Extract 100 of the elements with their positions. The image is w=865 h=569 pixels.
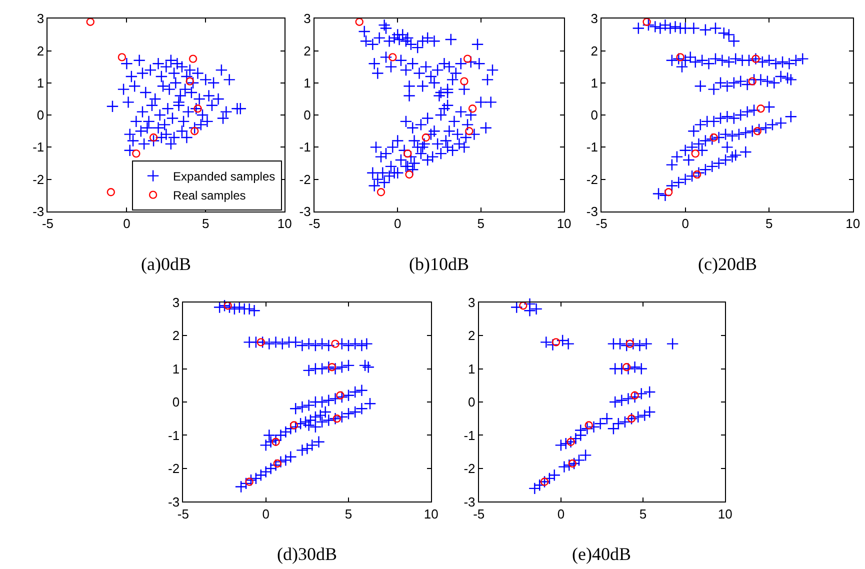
point [570, 432, 582, 445]
point [581, 422, 594, 435]
text: (b)10dB [409, 254, 469, 274]
point [405, 170, 414, 179]
point [468, 104, 477, 113]
x-tick-label: 0 [123, 216, 130, 232]
point [106, 188, 116, 196]
x-tick-label: 10 [556, 216, 572, 232]
x-tick-label: -5 [308, 216, 320, 232]
point [332, 414, 342, 423]
x-tick-label: 5 [477, 216, 484, 232]
text: (c)20dB [698, 254, 757, 274]
y-tick-label: -2 [586, 172, 598, 187]
point [552, 338, 560, 346]
point [608, 396, 622, 408]
point [404, 149, 412, 158]
point [627, 414, 636, 423]
x-tick-label: 5 [639, 506, 647, 522]
y-tick-label: 2 [590, 43, 598, 58]
point [630, 391, 639, 400]
point [224, 302, 232, 310]
point [290, 421, 298, 430]
y-tick-label: -1 [586, 140, 598, 155]
y-tick-label: 2 [172, 328, 180, 344]
point [622, 363, 631, 372]
point [584, 421, 593, 430]
point [273, 459, 282, 468]
point [560, 437, 572, 450]
point [618, 416, 632, 428]
point [753, 126, 762, 136]
point [331, 340, 340, 348]
point [422, 133, 430, 142]
y-tick-label: -3 [586, 204, 598, 219]
point [635, 387, 648, 400]
point [676, 53, 684, 62]
point [568, 459, 577, 468]
point [622, 392, 634, 405]
y-tick-label: 3 [172, 294, 180, 310]
point [376, 188, 386, 196]
point [635, 362, 648, 375]
point [628, 390, 641, 404]
point [572, 454, 586, 466]
y-tick-label: -1 [168, 428, 180, 443]
point [548, 468, 561, 482]
x-tick-label: -5 [473, 506, 485, 522]
point [132, 149, 140, 158]
point [594, 417, 607, 430]
point [643, 386, 656, 398]
y-tick-label: 0 [36, 108, 44, 123]
y-tick-label: -1 [299, 140, 311, 155]
point [510, 301, 523, 314]
point [748, 77, 756, 86]
y-tick-label: 1 [468, 361, 476, 376]
point [554, 439, 568, 452]
point [245, 478, 254, 486]
y-tick-label: 3 [36, 11, 44, 26]
y-tick-label: 1 [304, 75, 311, 90]
x-tick-label: 0 [262, 506, 270, 522]
point [620, 339, 633, 352]
y-tick-label: 2 [304, 43, 311, 58]
y-tick-label: 1 [590, 75, 598, 90]
x-tick-label: 10 [846, 216, 860, 232]
point [691, 149, 700, 158]
point [190, 126, 199, 136]
text: (d)30dB [277, 544, 337, 564]
y-tick-label: 0 [468, 394, 476, 410]
y-tick-label: 1 [36, 75, 44, 90]
point [558, 460, 570, 474]
point [388, 53, 397, 62]
x-tick-label: 10 [424, 506, 438, 522]
x-tick-label: 0 [682, 216, 689, 232]
point [626, 340, 634, 348]
point [666, 338, 679, 350]
y-tick-label: 2 [36, 43, 44, 58]
point [710, 133, 718, 142]
point [612, 417, 625, 430]
x-tick-label: 0 [394, 216, 402, 232]
y-tick-label: -2 [32, 172, 44, 187]
point [614, 338, 626, 350]
y-tick-label: 1 [172, 361, 180, 376]
point [625, 412, 638, 425]
point [355, 18, 364, 26]
x-tick-label: -5 [596, 216, 608, 232]
text: (a)0dB [141, 254, 191, 274]
point [640, 338, 652, 350]
point [574, 429, 587, 442]
point [186, 77, 194, 86]
x-tick-label: 0 [557, 506, 565, 522]
x-tick-label: 5 [202, 216, 210, 232]
point [256, 338, 266, 346]
y-tick-label: 3 [468, 294, 476, 310]
y-tick-label: -3 [168, 494, 180, 510]
point [642, 18, 651, 26]
point [86, 18, 94, 26]
legend-label: Expanded samples [173, 170, 276, 184]
y-tick-label: 2 [468, 328, 476, 344]
point [622, 362, 634, 375]
y-tick-label: -3 [464, 494, 476, 510]
y-tick-label: 0 [304, 108, 311, 123]
point [194, 104, 202, 113]
